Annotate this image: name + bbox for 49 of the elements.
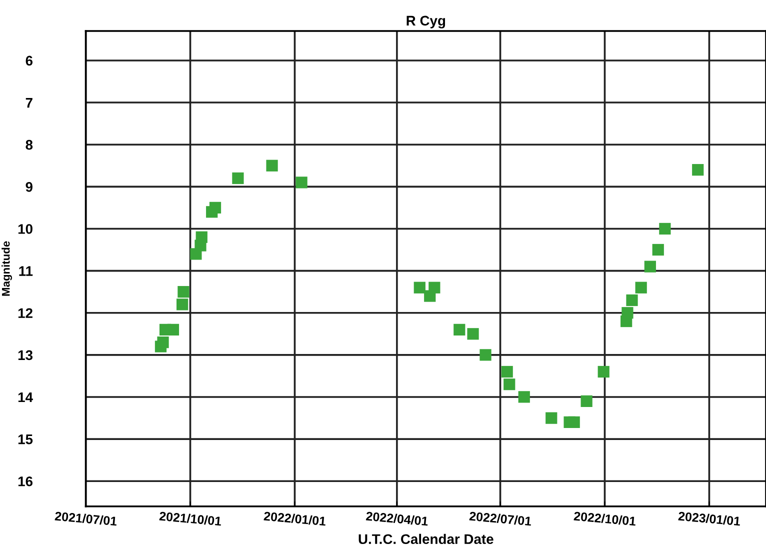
x-axis-title: U.T.C. Calendar Date [358,534,494,544]
point [157,336,169,348]
y-tick-label: 13 [18,350,33,360]
point [504,378,516,390]
point [598,366,610,378]
y-tick-label: 6 [26,56,33,66]
x-tick-label: 2022/10/01 [574,511,636,526]
x-tick-label: 2022/01/01 [264,511,326,526]
y-tick-label: 12 [18,308,32,318]
y-tick-label: 11 [19,266,33,276]
point [454,324,466,336]
y-tick-label: 10 [18,224,32,234]
y-tick-label: 15 [18,434,33,444]
point [692,164,704,176]
y-axis-title: Magnitude [2,241,12,296]
y-tick-label: 16 [18,476,33,486]
x-tick-label: 2022/04/01 [366,511,428,526]
point [518,391,530,403]
y-tick-label: 14 [18,392,33,402]
point [659,222,671,235]
point [580,395,592,408]
point [546,412,558,424]
point [635,282,647,294]
x-tick-label: 2022/07/01 [469,511,532,526]
point [428,282,440,294]
x-tick-label: 2021/07/01 [54,511,118,526]
point [178,286,190,298]
point [644,260,656,272]
x-tick-label: 2023/01/01 [678,511,741,526]
point [296,176,308,188]
y-tick-label: 8 [26,140,33,150]
point [467,328,479,340]
chart-title: R Cyg [406,16,446,28]
y-tick-label: 7 [26,98,32,108]
point [480,349,492,361]
point [626,294,638,306]
point [568,416,580,428]
point [176,298,188,310]
point [266,160,278,172]
point [622,307,634,319]
point [414,282,426,294]
point [232,172,244,184]
y-tick-label: 9 [26,182,32,192]
point [196,231,208,243]
point [501,366,513,378]
point [209,202,222,214]
point [167,324,180,336]
x-tick-label: 2021/10/01 [159,511,222,526]
point [652,244,664,256]
